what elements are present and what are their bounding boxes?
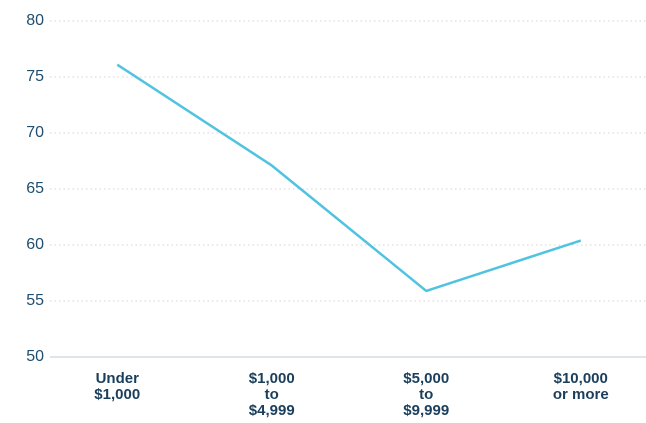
y-tick-label: 70 [26, 124, 44, 141]
x-tick-label: $10,000 [554, 370, 608, 387]
y-tick-label: 80 [26, 12, 44, 29]
x-tick-label: or more [553, 386, 609, 403]
y-tick-label: 50 [26, 348, 44, 365]
x-tick-label: $9,999 [403, 402, 449, 419]
y-tick-label: 75 [26, 68, 44, 85]
y-tick-label: 55 [26, 292, 44, 309]
x-tick-label: to [419, 386, 433, 403]
x-tick-label: $5,000 [403, 370, 449, 387]
y-tick-label: 65 [26, 180, 44, 197]
y-tick-label: 60 [26, 236, 44, 253]
line-series [116, 63, 582, 293]
x-tick-label: to [265, 386, 279, 403]
x-tick-label: $1,000 [249, 370, 295, 387]
x-tick-label: $4,999 [249, 402, 295, 419]
x-tick-label: Under [96, 370, 140, 387]
x-tick-label: $1,000 [94, 386, 140, 403]
